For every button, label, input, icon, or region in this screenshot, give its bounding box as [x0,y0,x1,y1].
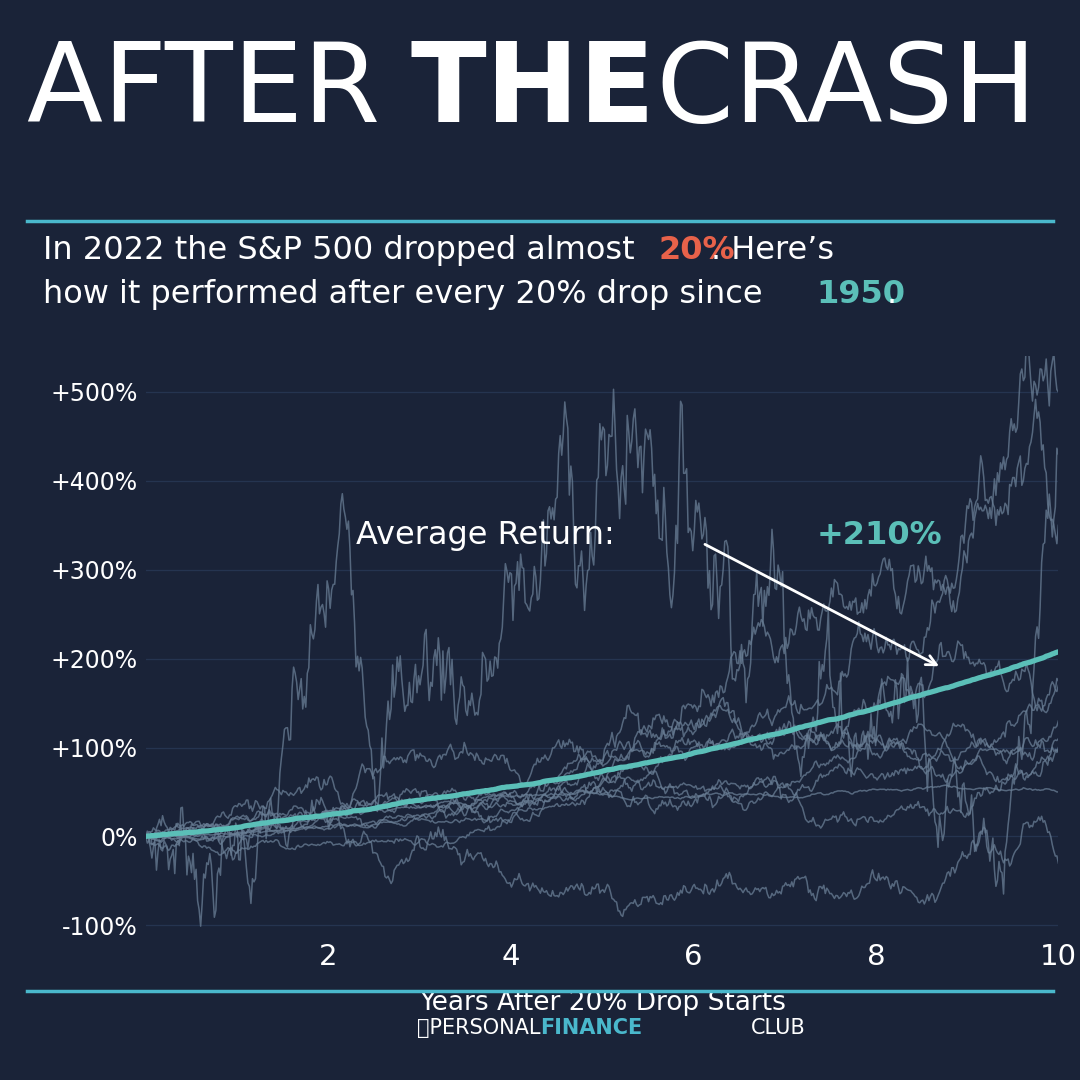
Text: CLUB: CLUB [751,1018,806,1038]
Text: +210%: +210% [816,521,942,552]
Text: 20%: 20% [658,235,734,267]
Text: .: . [887,279,896,310]
Text: AFTER: AFTER [27,38,416,145]
Text: CRASH: CRASH [621,38,1037,145]
Text: 1950: 1950 [816,279,905,310]
X-axis label: Years After 20% Drop Starts: Years After 20% Drop Starts [419,990,785,1016]
Text: FINANCE: FINANCE [540,1018,643,1038]
Text: Average Return:: Average Return: [355,521,624,552]
Text: ⓅPERSONAL: ⓅPERSONAL [417,1018,540,1038]
Text: In 2022 the S&P 500 dropped almost: In 2022 the S&P 500 dropped almost [43,235,645,267]
Text: how it performed after every 20% drop since: how it performed after every 20% drop si… [43,279,773,310]
Text: . Here’s: . Here’s [711,235,834,267]
Text: THE: THE [410,38,656,145]
